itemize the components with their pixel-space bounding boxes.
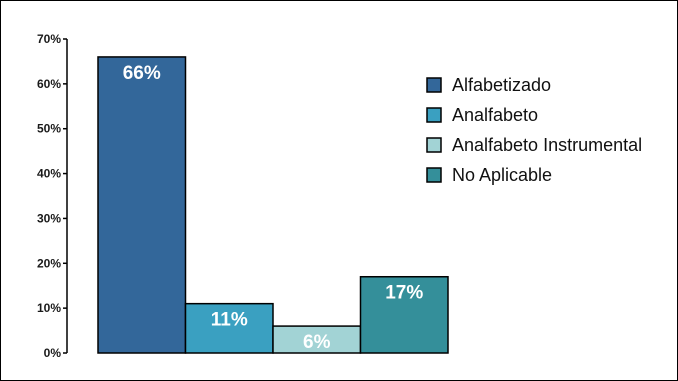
bars [97,56,449,354]
y-tick-label: 10% [37,301,61,315]
y-tick-label: 30% [37,211,61,225]
data-labels: 66% 11% 6% 17% [123,63,424,353]
y-tick-label: 40% [37,167,61,181]
y-axis: 0% 10% 20% 30% 40% 50% 60% 70% [37,32,68,360]
y-tick-label: 20% [37,256,61,270]
y-tick-label: 70% [37,32,61,46]
legend-swatch [426,77,442,93]
legend-label: Alfabetizado [452,75,551,95]
y-tick-label: 0% [44,346,62,360]
bar-alfabetizado [97,56,187,354]
legend-label: Analfabeto [452,105,538,125]
data-label: 17% [385,283,423,304]
data-label: 11% [211,310,248,331]
legend-label: Analfabeto Instrumental [452,135,642,155]
y-tick-label: 60% [37,77,61,91]
legend: Alfabetizado Analfabeto Analfabeto Instrum… [426,75,642,185]
legend-swatch [426,137,442,153]
bar-no-aplicable [359,275,449,354]
legend-label: No Aplicable [452,165,552,185]
data-label: 66% [123,63,161,84]
y-tick-label: 50% [37,122,61,136]
legend-swatch [426,107,442,123]
data-label: 6% [303,332,331,353]
bar-analfabeto-instrumental [272,325,362,354]
legend-swatch [426,167,442,183]
